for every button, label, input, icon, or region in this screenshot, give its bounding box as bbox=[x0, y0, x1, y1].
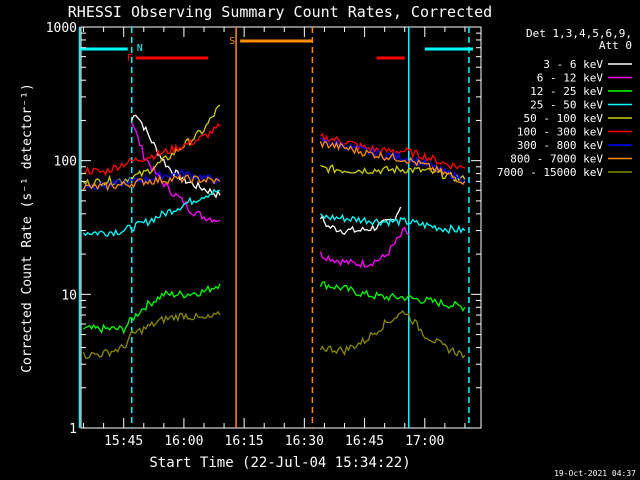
x-tick-label: 15:45 bbox=[104, 434, 143, 449]
series-line bbox=[83, 122, 221, 177]
legend-label: 50 - 100 keV bbox=[524, 112, 604, 125]
series-line bbox=[319, 310, 466, 359]
x-tick-label: 16:30 bbox=[285, 434, 324, 449]
series-line bbox=[83, 188, 221, 237]
y-tick-label: 1000 bbox=[46, 21, 77, 36]
plot-frame bbox=[80, 26, 482, 429]
legend-header: Att 0 bbox=[599, 39, 632, 52]
flare-flag-label: F bbox=[127, 53, 133, 64]
y-axis: 1 10 100 1000 bbox=[46, 21, 481, 437]
legend-label: 100 - 300 keV bbox=[517, 126, 603, 139]
x-axis: 15:45 16:00 16:15 16:30 16:45 17:00 bbox=[83, 27, 466, 449]
x-axis-label: Start Time (22-Jul-04 15:34:22) bbox=[149, 455, 410, 471]
series-line bbox=[320, 137, 466, 184]
legend-label: 25 - 50 keV bbox=[530, 99, 603, 112]
y-tick-label: 100 bbox=[54, 155, 77, 170]
series-line bbox=[319, 206, 402, 235]
x-tick-label: 16:00 bbox=[164, 434, 203, 449]
x-tick-label: 17:00 bbox=[405, 434, 444, 449]
flag-layer: NF S bbox=[78, 27, 473, 428]
series-line bbox=[319, 141, 466, 186]
saa-flag-label: S bbox=[229, 36, 235, 47]
series-line bbox=[319, 226, 410, 269]
series-line bbox=[319, 213, 466, 235]
series-line bbox=[83, 283, 221, 335]
series-line bbox=[319, 281, 466, 312]
series-line bbox=[131, 122, 221, 223]
series-line bbox=[82, 173, 221, 192]
night-flag-label: N bbox=[137, 43, 143, 54]
y-tick-label: 10 bbox=[61, 288, 77, 303]
series-line bbox=[319, 132, 466, 170]
x-tick-label: 16:15 bbox=[225, 434, 264, 449]
legend-label: 800 - 7000 keV bbox=[510, 153, 603, 166]
series-line bbox=[320, 164, 466, 183]
legend-label: 300 - 800 keV bbox=[517, 139, 603, 152]
series-line bbox=[83, 104, 221, 187]
series-line bbox=[131, 114, 221, 199]
chart-title: RHESSI Observing Summary Count Rates, Co… bbox=[68, 3, 492, 21]
legend-label: 3 - 6 keV bbox=[543, 58, 603, 71]
legend-label: 6 - 12 keV bbox=[537, 72, 604, 85]
y-axis-label: Corrected Count Rate (s⁻¹ detector⁻¹) bbox=[20, 83, 35, 373]
legend-header: Det 1,3,4,5,6,9, bbox=[526, 27, 632, 40]
legend-label: 12 - 25 keV bbox=[530, 85, 603, 98]
y-tick-label: 1 bbox=[69, 422, 77, 437]
x-tick-label: 16:45 bbox=[345, 434, 384, 449]
series-layer bbox=[82, 104, 466, 359]
timestamp: 19-Oct-2021 04:37 bbox=[554, 469, 636, 478]
series-line bbox=[82, 310, 221, 359]
legend-label: 7000 - 15000 keV bbox=[497, 166, 603, 179]
